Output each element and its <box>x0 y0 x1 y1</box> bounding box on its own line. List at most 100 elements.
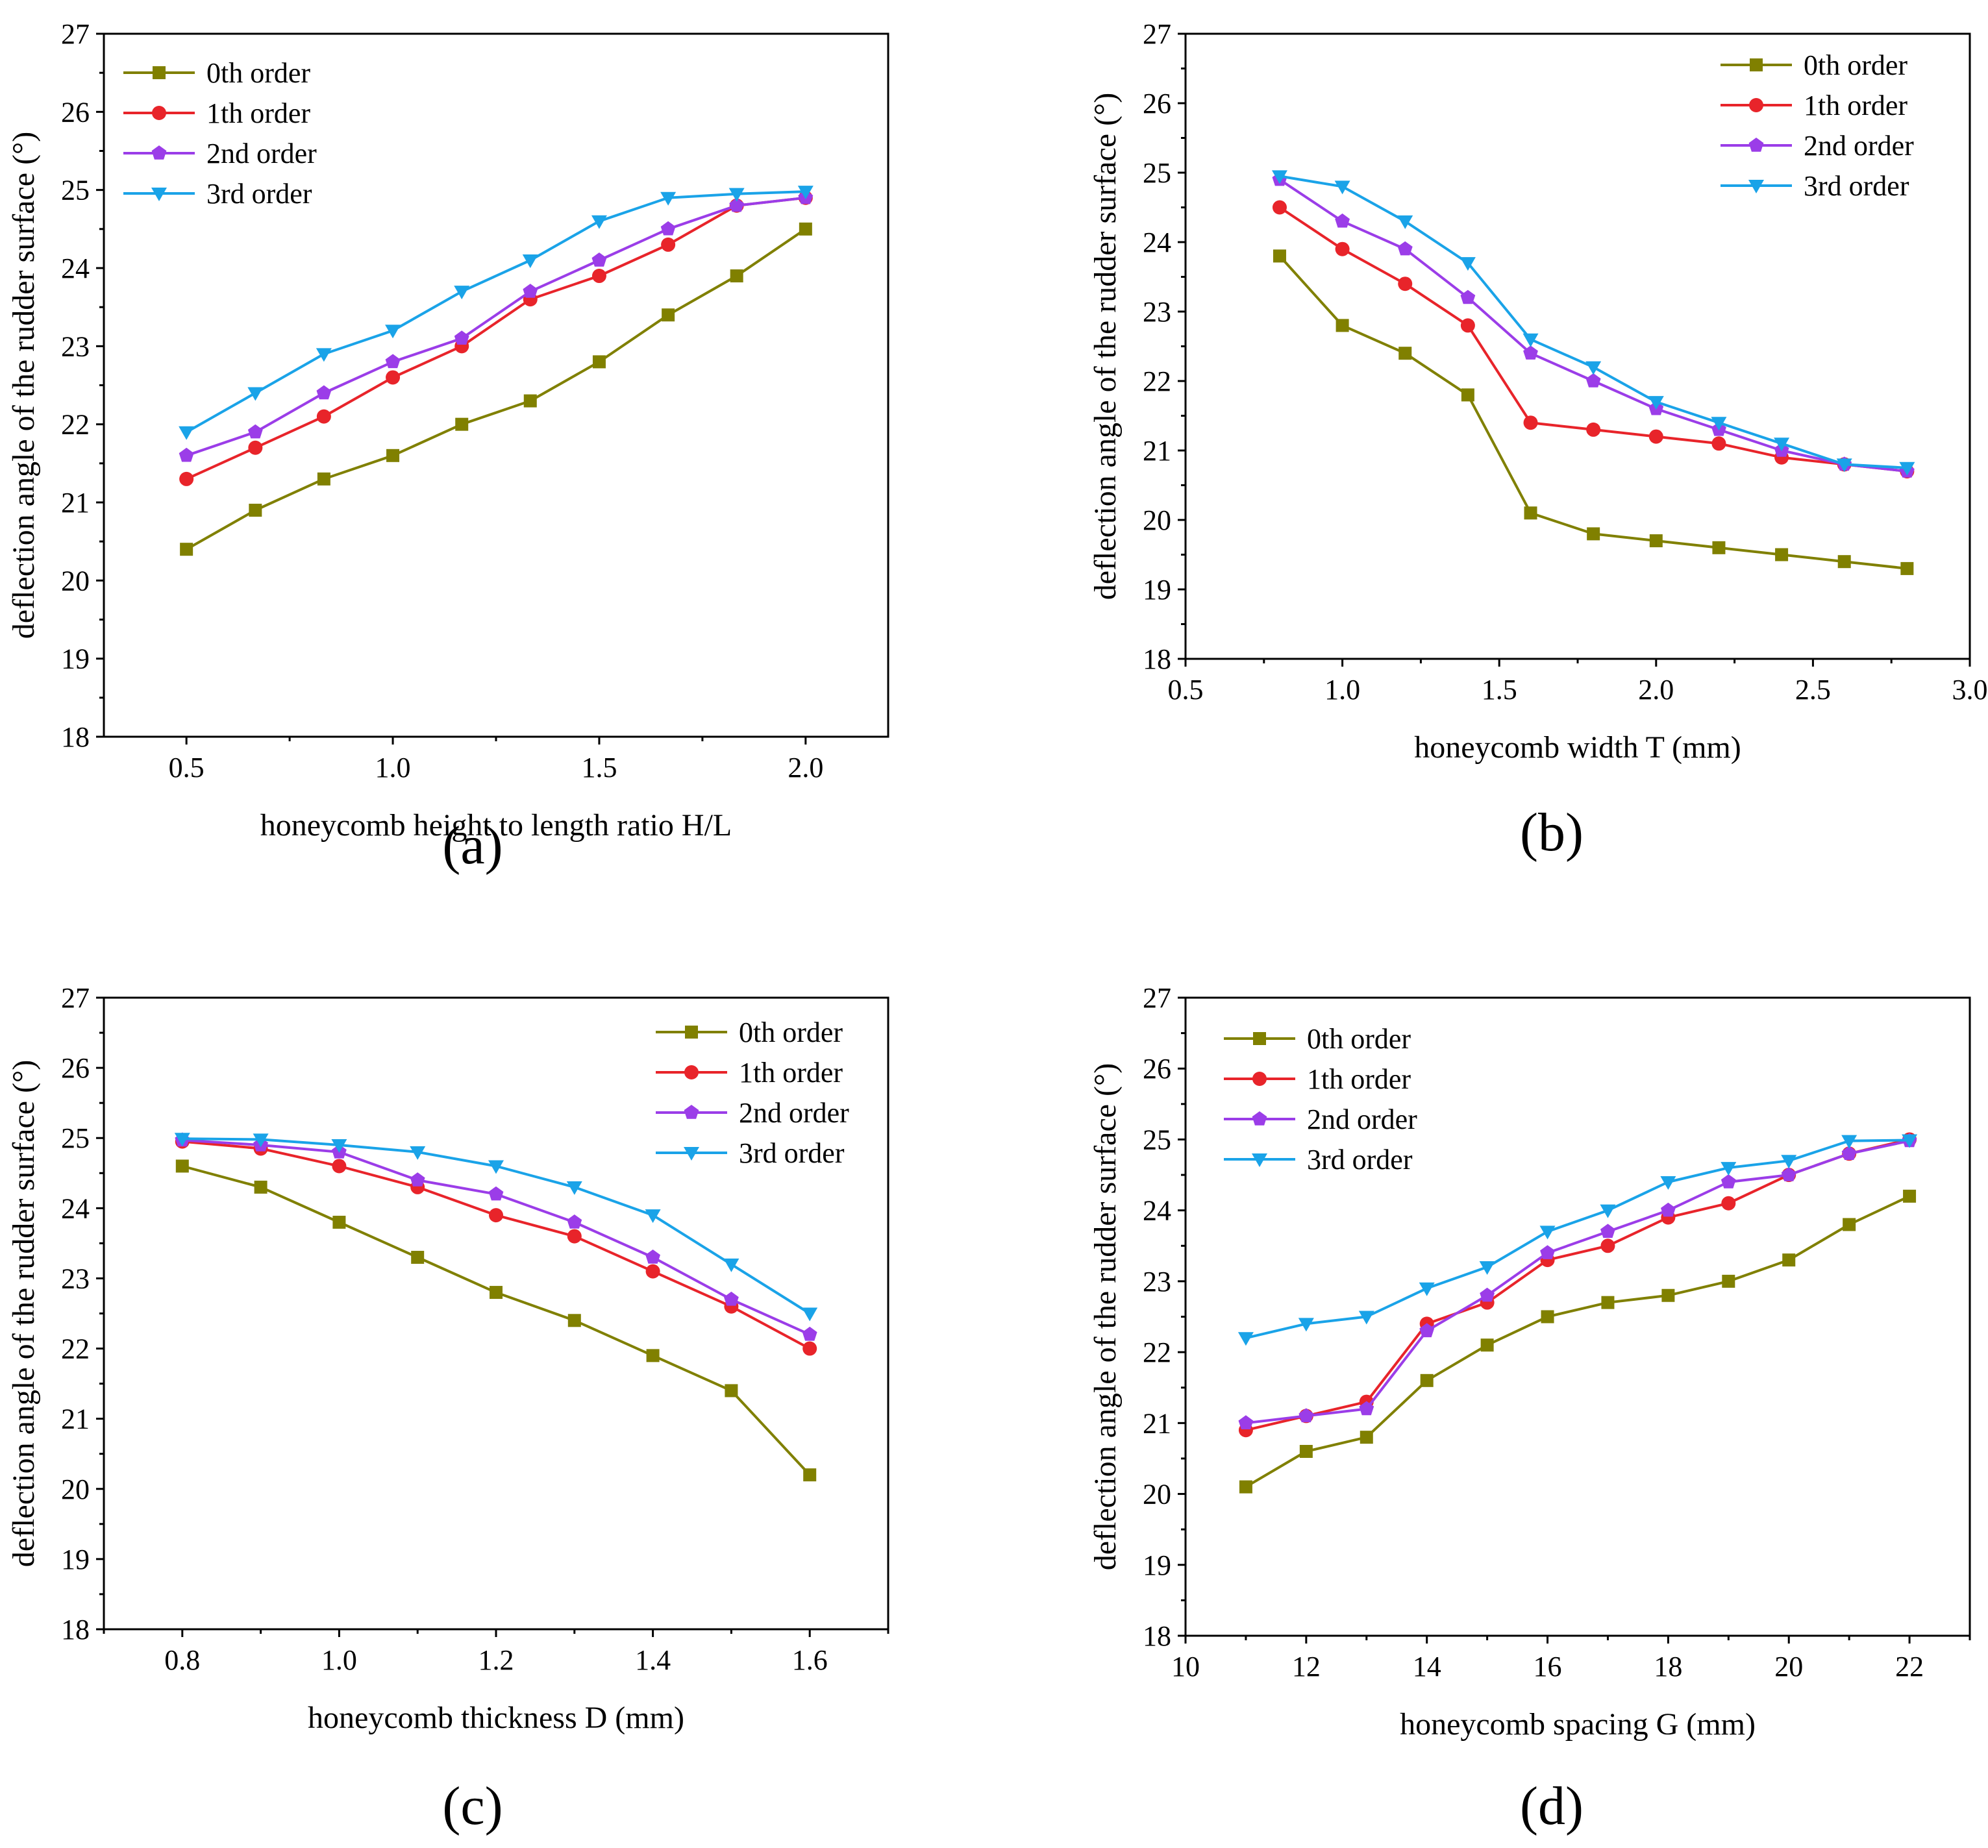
x-axis-title: honeycomb height to length ratio H/L <box>260 808 732 843</box>
data-point <box>174 1133 190 1147</box>
y-tick-label: 27 <box>1143 982 1171 1014</box>
legend-label: 1th order <box>739 1057 843 1089</box>
data-point <box>1359 1401 1374 1416</box>
legend-marker <box>153 66 166 79</box>
data-point <box>249 504 262 517</box>
legend-marker <box>1252 1153 1267 1167</box>
series-1th-order <box>1238 1132 1917 1438</box>
data-point <box>1721 1162 1737 1176</box>
x-tick-label: 1.6 <box>792 1644 828 1676</box>
y-tick-label: 21 <box>1143 435 1171 467</box>
data-point <box>1523 345 1538 360</box>
series-3rd-order <box>179 186 814 440</box>
data-point <box>522 254 538 268</box>
series-0th-order <box>1239 1189 1917 1494</box>
data-point <box>566 1181 582 1195</box>
y-tick-label: 20 <box>61 565 90 597</box>
data-point <box>1721 1196 1736 1211</box>
data-point <box>1335 213 1350 228</box>
series-0th-order <box>1273 249 1914 575</box>
data-point <box>523 394 537 408</box>
legend-marker <box>684 1065 699 1079</box>
x-tick-label: 2.5 <box>1795 674 1831 706</box>
series-3rd-order <box>1271 170 1915 476</box>
y-tick-label: 22 <box>61 409 90 441</box>
y-tick-label: 21 <box>1143 1407 1171 1439</box>
y-tick-label: 26 <box>1143 1053 1171 1085</box>
x-tick-label: 2.0 <box>1638 674 1674 706</box>
data-point <box>591 253 607 267</box>
data-point <box>489 1208 503 1223</box>
series-1th-order <box>175 1134 817 1356</box>
data-point <box>1648 396 1664 410</box>
data-point <box>332 1159 347 1174</box>
panel-label: (c) <box>442 1776 503 1836</box>
legend-marker <box>684 1105 699 1119</box>
data-point <box>1711 417 1727 431</box>
data-point <box>1238 1415 1254 1429</box>
series-3rd-order <box>174 1133 818 1322</box>
data-point <box>316 409 331 424</box>
x-tick-label: 0.5 <box>1168 674 1204 706</box>
legend-label: 1th order <box>206 97 310 129</box>
data-point <box>331 1139 347 1153</box>
y-tick-label: 25 <box>1143 1124 1171 1155</box>
plot-area-frame <box>1184 32 1971 660</box>
legend-marker <box>151 145 167 160</box>
series-2nd-order <box>179 190 814 462</box>
data-point <box>1523 415 1538 430</box>
x-tick-label: 1.4 <box>635 1644 671 1676</box>
data-point <box>1460 257 1476 271</box>
data-point <box>411 1251 425 1264</box>
x-tick-label: 1.0 <box>1324 674 1360 706</box>
y-tick-label: 27 <box>61 18 90 50</box>
data-point <box>1358 1311 1374 1325</box>
series-line <box>1245 1194 1910 1488</box>
data-point <box>1460 318 1475 333</box>
data-point <box>455 417 469 431</box>
data-point <box>802 1341 817 1356</box>
y-tick-label: 22 <box>1143 1337 1171 1368</box>
data-point <box>1271 170 1287 184</box>
y-tick-label: 21 <box>61 487 90 519</box>
data-point <box>1298 1318 1314 1332</box>
y-tick-label: 19 <box>1143 574 1171 606</box>
x-tick-label: 1.2 <box>478 1644 514 1676</box>
x-tick-label: 20 <box>1774 1651 1803 1682</box>
data-point <box>797 186 814 200</box>
y-tick-label: 20 <box>1143 504 1171 536</box>
legend-label: 2nd order <box>1307 1103 1417 1135</box>
data-point <box>410 1172 425 1187</box>
data-point <box>1398 347 1412 360</box>
legend-label: 2nd order <box>739 1097 849 1129</box>
y-tick-label: 22 <box>1143 365 1171 397</box>
legend-marker <box>1750 58 1763 71</box>
x-axis-title: honeycomb thickness D (mm) <box>308 1701 684 1735</box>
data-point <box>1601 1296 1615 1309</box>
data-point <box>385 354 401 369</box>
data-point <box>1585 361 1602 375</box>
data-point <box>1587 527 1600 541</box>
x-tick-label: 1.5 <box>1482 674 1517 706</box>
x-tick-label: 0.8 <box>164 1644 200 1676</box>
series-line <box>1245 1138 1910 1432</box>
y-tick-label: 20 <box>1143 1479 1171 1510</box>
data-point <box>253 1133 269 1148</box>
data-point <box>1711 436 1726 451</box>
data-point <box>645 1264 660 1279</box>
y-tick-label: 23 <box>1143 1266 1171 1298</box>
data-point <box>1237 1332 1254 1346</box>
data-point <box>567 1229 582 1244</box>
data-point <box>488 1160 504 1174</box>
data-point <box>591 269 606 284</box>
data-point <box>1899 462 1915 476</box>
series-line <box>1245 1139 1910 1340</box>
data-point <box>1649 534 1663 548</box>
series-line <box>186 190 806 434</box>
data-point <box>1397 241 1413 256</box>
data-point <box>1480 1338 1494 1352</box>
series-0th-order <box>180 222 812 556</box>
y-tick-label: 19 <box>61 1544 90 1575</box>
data-point <box>723 1258 739 1272</box>
data-point <box>660 221 676 236</box>
